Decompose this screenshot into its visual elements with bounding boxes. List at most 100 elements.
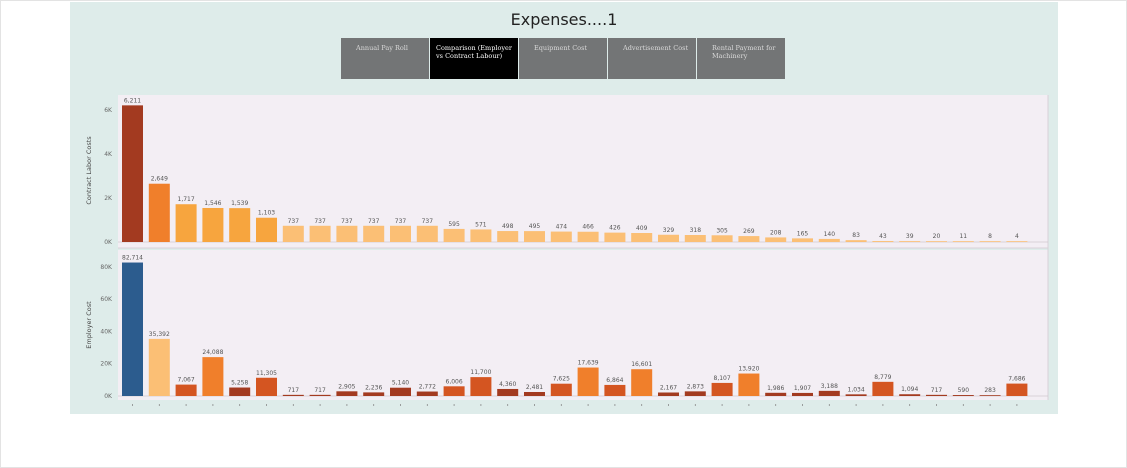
bar	[363, 392, 385, 396]
data-label: 82,714	[122, 255, 143, 262]
data-label: 329	[663, 227, 675, 234]
data-label: 495	[529, 223, 541, 230]
chart-area: Contract Labor Costs 0K 2K 4K 6K 6,211 2,649 1,…	[78, 93, 1056, 413]
data-label: 7,686	[1008, 376, 1025, 383]
bar	[256, 217, 277, 242]
bar	[818, 238, 840, 242]
data-label: 426	[609, 225, 621, 232]
bar	[309, 225, 331, 242]
bar	[175, 384, 197, 396]
bar	[282, 225, 304, 242]
dashboard: Expenses....1 Annual Pay Roll Comparison…	[70, 2, 1058, 414]
data-label: 498	[502, 223, 514, 230]
tab-equipment-cost[interactable]: Equipment Cost	[519, 38, 607, 79]
data-label: 6,211	[124, 97, 141, 104]
data-label: 11	[959, 233, 967, 240]
bar	[470, 377, 492, 396]
bar	[336, 225, 358, 242]
y-tick-label: 20K	[100, 361, 113, 368]
tab-bar: Annual Pay Roll Comparison (Employer vs …	[341, 38, 786, 79]
bar	[550, 231, 572, 242]
bar	[202, 357, 224, 396]
bar	[524, 231, 545, 242]
data-label: 43	[879, 233, 887, 240]
tab-annual-pay-roll[interactable]: Annual Pay Roll	[341, 38, 429, 79]
data-label: 2,873	[687, 383, 704, 390]
data-label: 717	[931, 387, 943, 394]
bar	[229, 208, 251, 242]
y-tick-label: 6K	[104, 107, 113, 114]
tab-advertisement-cost[interactable]: Advertisement Cost	[608, 38, 696, 79]
bar	[416, 225, 438, 242]
bar	[926, 394, 947, 396]
bar	[443, 386, 465, 396]
bar	[872, 241, 894, 242]
bar	[738, 236, 760, 242]
bar	[899, 394, 921, 396]
data-label: 269	[743, 228, 755, 235]
data-label: 35,392	[149, 331, 170, 338]
bar	[952, 241, 974, 242]
bar	[684, 391, 706, 396]
bar	[738, 373, 760, 396]
bar	[390, 387, 411, 396]
bar	[872, 381, 894, 396]
bar	[122, 105, 143, 242]
data-label: 4,360	[499, 381, 516, 388]
bar	[631, 369, 653, 396]
data-label: 571	[475, 221, 487, 228]
data-label: 409	[636, 225, 648, 232]
bar	[1006, 241, 1028, 242]
data-label: 717	[288, 387, 300, 394]
bar	[711, 382, 733, 396]
data-label: 140	[824, 231, 836, 238]
data-label: 737	[314, 218, 326, 225]
bar	[845, 240, 867, 242]
y-tick-label: 4K	[104, 151, 113, 158]
bar	[336, 391, 358, 396]
bar	[604, 384, 626, 396]
bar	[926, 241, 947, 242]
bar	[899, 241, 921, 242]
bar	[470, 229, 492, 242]
data-label: 20	[933, 233, 941, 240]
bar	[631, 233, 653, 242]
data-label: 5,140	[392, 380, 409, 387]
bar	[309, 394, 331, 396]
data-label: 208	[770, 229, 782, 236]
y-tick-label: 0K	[104, 239, 113, 246]
data-label: 83	[852, 232, 860, 239]
data-label: 39	[906, 233, 914, 240]
data-label: 7,625	[553, 376, 570, 383]
y-tick-label: 0K	[104, 393, 113, 400]
bar	[1006, 383, 1028, 396]
bar	[765, 237, 787, 242]
data-label: 11,305	[256, 370, 277, 377]
data-label: 7,067	[178, 377, 195, 384]
data-label: 1,094	[901, 386, 918, 393]
bar	[416, 391, 438, 396]
bar	[711, 235, 733, 242]
data-label: 1,986	[767, 385, 784, 392]
data-label: 11,700	[470, 369, 491, 376]
bar	[792, 238, 813, 242]
data-label: 595	[448, 221, 460, 228]
bar	[577, 231, 599, 242]
bar	[363, 225, 385, 242]
data-label: 8,107	[714, 375, 731, 382]
tab-comparison[interactable]: Comparison (Employer vs Contract Labour)	[430, 38, 518, 79]
bar	[148, 183, 170, 242]
data-label: 3,188	[821, 383, 838, 390]
y-tick-label: 40K	[100, 328, 113, 335]
bar	[229, 387, 251, 396]
bar	[845, 394, 867, 396]
data-label: 2,905	[338, 383, 355, 390]
data-label: 1,103	[258, 210, 275, 217]
data-label: 737	[341, 218, 353, 225]
bar	[256, 377, 277, 396]
data-label: 1,717	[178, 196, 195, 203]
bar	[818, 390, 840, 396]
tab-rental-payment[interactable]: Rental Payment for Machinery	[697, 38, 785, 79]
bar	[202, 207, 224, 242]
data-label: 1,034	[848, 386, 865, 393]
